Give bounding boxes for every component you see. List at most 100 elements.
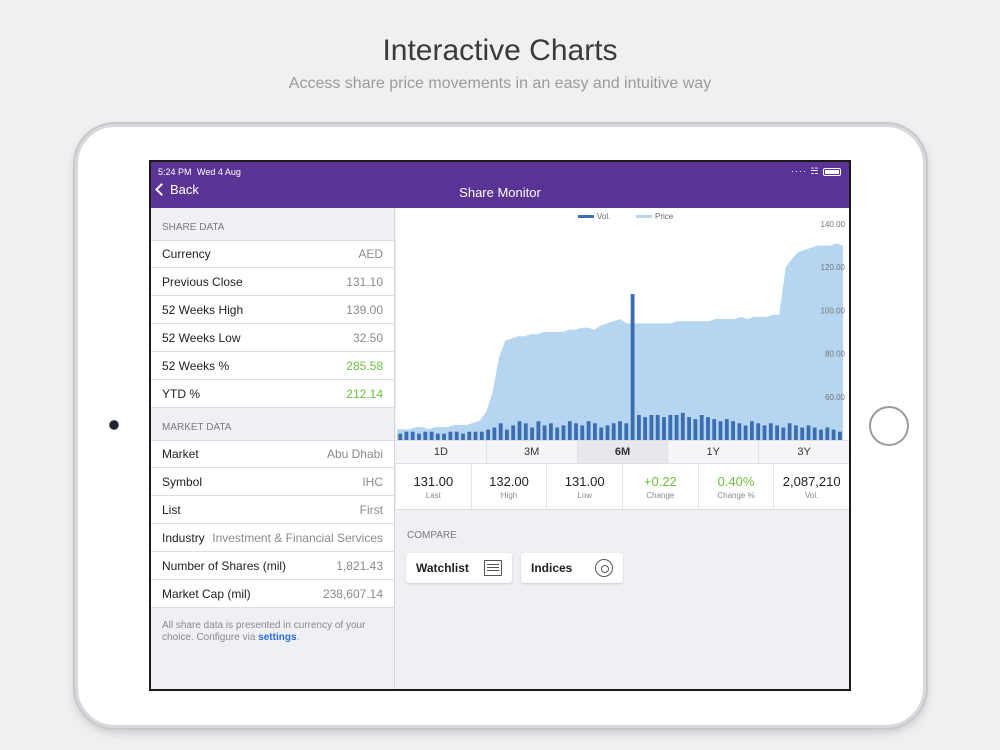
- volume-bar: [693, 419, 698, 440]
- market_data-row-value: First: [359, 502, 383, 517]
- market_data-row-label: Symbol: [162, 474, 203, 489]
- indices-label: Indices: [531, 561, 573, 575]
- tab-6m[interactable]: 6M: [577, 441, 669, 463]
- volume-bar: [762, 425, 767, 440]
- tablet-screen: 5:24 PM Wed 4 Aug ···· ☵ Back Share Moni…: [149, 160, 851, 691]
- price-chart[interactable]: Vol. Price 140.00 120.00 100.00 80.00 60.00: [396, 208, 849, 440]
- market_data-row: List First: [151, 496, 394, 524]
- volume-bar: [819, 429, 823, 440]
- volume-bar: [680, 412, 685, 440]
- volume-bar: [637, 415, 641, 440]
- volume-bar: [398, 433, 403, 440]
- volume-bar: [423, 431, 428, 440]
- volume-bar: [555, 427, 560, 440]
- volume-bar: [731, 421, 735, 440]
- volume-bar: [611, 423, 616, 440]
- watchlist-button[interactable]: Watchlist: [406, 553, 512, 583]
- share-data-list: Currency AED Previous Close 131.10 52 Weeks …: [151, 240, 394, 408]
- volume-bar: [505, 429, 509, 440]
- stat-low: 131.00 Low: [547, 464, 624, 509]
- stat-label: Low: [577, 491, 593, 500]
- volume-bar: [756, 423, 761, 440]
- details-pane: SHARE DATA Currency AED Previous Close 131.…: [151, 208, 395, 689]
- tab-1d[interactable]: 1D: [396, 441, 487, 463]
- stat-value: 131.00: [413, 474, 454, 489]
- market_data-row: Market Cap (mil) 238,607.14: [151, 580, 394, 608]
- volume-bar: [838, 431, 842, 440]
- volume-bar: [649, 415, 654, 440]
- back-button[interactable]: Back: [155, 182, 199, 197]
- volume-bar: [831, 429, 836, 440]
- legend-volume-swatch: [578, 215, 594, 219]
- volume-bar: [806, 425, 811, 440]
- volume-bar: [825, 427, 830, 440]
- indices-icon: [595, 559, 613, 577]
- volume-bar: [404, 431, 409, 440]
- market_data-row-label: Market Cap (mil): [162, 586, 251, 601]
- tab-3m[interactable]: 3M: [487, 441, 578, 463]
- back-label: Back: [170, 182, 199, 197]
- volume-bar: [492, 427, 497, 440]
- volume-bar: [812, 427, 817, 440]
- volume-bar: [549, 423, 553, 440]
- volume-bar: [523, 423, 528, 440]
- volume-bar: [574, 423, 578, 440]
- market_data-row-label: Number of Shares (mil): [162, 558, 287, 573]
- share_data-row-label: 52 Weeks %: [162, 358, 230, 373]
- stat-change: 0.40% Change %: [699, 464, 775, 509]
- home-button[interactable]: [869, 406, 909, 446]
- share_data-row-value: AED: [358, 247, 383, 261]
- stat-vol: 2,087,210 Vol.: [774, 464, 849, 509]
- volume-bar: [561, 425, 566, 440]
- tab-3y[interactable]: 3Y: [797, 446, 811, 458]
- wifi-icon: ☵: [810, 166, 820, 176]
- promo-subline: Access share price movements in an easy …: [288, 75, 712, 92]
- volume-bar: [417, 433, 421, 440]
- volume-bar: [542, 425, 547, 440]
- share_data-row: 52 Weeks % 285.58: [151, 352, 394, 380]
- volume-bar: [687, 417, 691, 440]
- share_data-row-value: 131.10: [346, 274, 383, 289]
- page-title: Share Monitor: [459, 185, 541, 200]
- volume-bar: [593, 423, 597, 440]
- volume-bar: [580, 425, 585, 440]
- currency-footnote: All share data is presented in currency …: [151, 608, 394, 644]
- share_data-row-value: 32.50: [352, 330, 383, 345]
- price-area: [397, 243, 843, 440]
- volume-bar: [712, 419, 717, 440]
- market_data-row: Market Abu Dhabi: [151, 440, 394, 468]
- volume-bar: [699, 415, 704, 440]
- stat-label: Last: [425, 491, 441, 500]
- volume-bar: [718, 421, 723, 440]
- range-tabs: 1D 3M 6M 1Y 3Y: [396, 440, 849, 464]
- volume-bar: [461, 433, 465, 440]
- share_data-row-value: 212.14: [346, 386, 383, 401]
- stat-high: 132.00 High: [472, 464, 548, 509]
- volume-bar: [530, 427, 534, 440]
- market_data-row-label: Market: [162, 447, 199, 461]
- settings-link[interactable]: settings: [258, 632, 297, 643]
- share_data-row-value: 285.58: [346, 358, 383, 373]
- legend-price-label: Price: [655, 212, 674, 221]
- status-date: Wed 4 Aug: [197, 167, 241, 177]
- share_data-row-value: 139.00: [346, 302, 383, 317]
- volume-bar: [787, 423, 792, 440]
- y-tick-label: 100.00: [821, 306, 846, 315]
- signal-icon: ····: [790, 166, 807, 176]
- share_data-row-label: YTD %: [162, 386, 201, 401]
- footnote-end: .: [296, 632, 300, 643]
- indices-button[interactable]: Indices: [521, 553, 623, 583]
- compare-header: COMPARE: [407, 530, 457, 541]
- stat-label: Change: [646, 491, 675, 500]
- volume-bar: [775, 425, 779, 440]
- volume-bar: [605, 425, 610, 440]
- tab-1y[interactable]: 1Y: [668, 441, 760, 463]
- market-data-header: MARKET DATA: [162, 422, 232, 433]
- stat-value: 2,087,210: [782, 474, 841, 489]
- volume-bar: [498, 423, 503, 440]
- camera-icon: [109, 420, 119, 430]
- volume-bar: [618, 421, 622, 440]
- market_data-row: Number of Shares (mil) 1,821.43: [151, 552, 394, 580]
- stat-change: +0.22 Change: [623, 464, 699, 509]
- share_data-row-label: 52 Weeks High: [162, 302, 244, 317]
